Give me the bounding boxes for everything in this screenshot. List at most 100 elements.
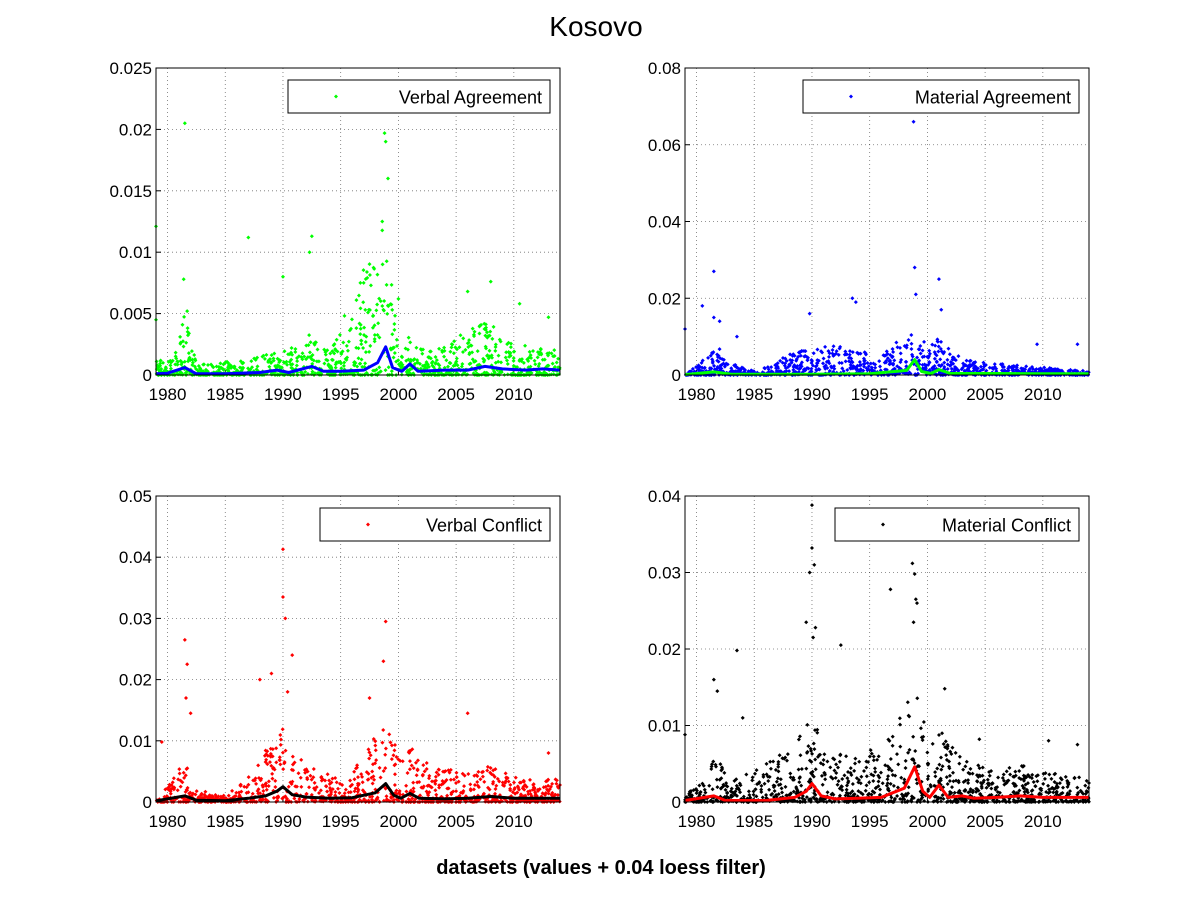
data-point-outlier (381, 659, 386, 664)
data-point (267, 364, 272, 369)
data-point (761, 774, 766, 779)
data-point (454, 780, 459, 785)
data-point (287, 359, 292, 364)
data-point (312, 341, 317, 346)
data-point (937, 733, 942, 738)
data-point (735, 365, 740, 370)
data-point (405, 771, 410, 776)
data-point (475, 349, 480, 354)
data-point (776, 792, 781, 797)
data-point (373, 743, 378, 748)
data-point (829, 364, 834, 369)
data-point (239, 789, 244, 794)
data-point (940, 731, 945, 736)
data-point-outlier (936, 277, 941, 282)
data-point (499, 360, 504, 365)
data-point (979, 784, 984, 789)
data-point (881, 353, 886, 358)
data-point (278, 737, 283, 742)
data-point (352, 769, 357, 774)
data-point (938, 796, 943, 801)
data-point (264, 352, 269, 357)
data-point (895, 785, 900, 790)
data-point (883, 360, 888, 365)
data-point (359, 357, 364, 362)
data-point (240, 361, 245, 366)
data-point (719, 366, 724, 371)
data-point (398, 360, 403, 365)
data-point (323, 352, 328, 357)
data-point (289, 345, 294, 350)
y-tick-label: 0.03 (119, 609, 152, 628)
data-point (431, 365, 436, 370)
data-point (418, 366, 423, 371)
data-point (180, 322, 185, 327)
legend-label: Material Agreement (915, 88, 1071, 108)
data-point-outlier (285, 689, 290, 694)
data-point (347, 328, 352, 333)
data-point (310, 361, 315, 366)
data-point (959, 367, 964, 372)
data-point (362, 325, 367, 330)
data-point (517, 780, 522, 785)
y-tick-label: 0.005 (109, 305, 152, 324)
data-point (260, 784, 265, 789)
data-point (388, 302, 393, 307)
data-point (871, 758, 876, 763)
data-point (360, 788, 365, 793)
data-point (791, 775, 796, 780)
data-point (158, 358, 163, 363)
data-point (784, 358, 789, 363)
data-point (308, 340, 313, 345)
data-point (393, 742, 398, 747)
data-point (906, 713, 911, 718)
data-point-outlier (283, 616, 288, 621)
data-point (1051, 790, 1056, 795)
data-point (348, 784, 353, 789)
data-point (292, 796, 297, 801)
data-point (857, 759, 862, 764)
data-point-outlier (711, 677, 716, 682)
data-point (513, 775, 518, 780)
data-point (890, 347, 895, 352)
data-point (820, 782, 825, 787)
data-point (174, 356, 179, 361)
data-point (760, 795, 765, 800)
data-point (822, 752, 827, 757)
data-point (408, 357, 413, 362)
data-point (837, 786, 842, 791)
data-point (952, 367, 957, 372)
data-point (838, 752, 843, 757)
data-point (394, 359, 399, 364)
data-point (715, 354, 720, 359)
data-point (926, 788, 931, 793)
data-point (285, 362, 290, 367)
data-point (298, 775, 303, 780)
data-point (869, 365, 874, 370)
data-point (211, 365, 216, 370)
data-point (504, 350, 509, 355)
data-point (226, 363, 231, 368)
data-point (940, 793, 945, 798)
data-point (359, 338, 364, 343)
data-point (406, 750, 411, 755)
data-point (266, 358, 271, 363)
data-point (493, 345, 498, 350)
data-point (374, 308, 379, 313)
data-point (293, 347, 298, 352)
data-point (490, 336, 495, 341)
data-point (941, 742, 946, 747)
data-point (867, 754, 872, 759)
data-point (493, 786, 498, 791)
data-point (700, 358, 705, 363)
data-point (891, 350, 896, 355)
data-point (876, 773, 881, 778)
data-point (970, 790, 975, 795)
data-point (158, 361, 163, 366)
data-point (354, 298, 359, 303)
data-point (691, 788, 696, 793)
data-point (821, 356, 826, 361)
data-point (556, 356, 561, 361)
data-point (491, 324, 496, 329)
data-point (934, 794, 939, 799)
